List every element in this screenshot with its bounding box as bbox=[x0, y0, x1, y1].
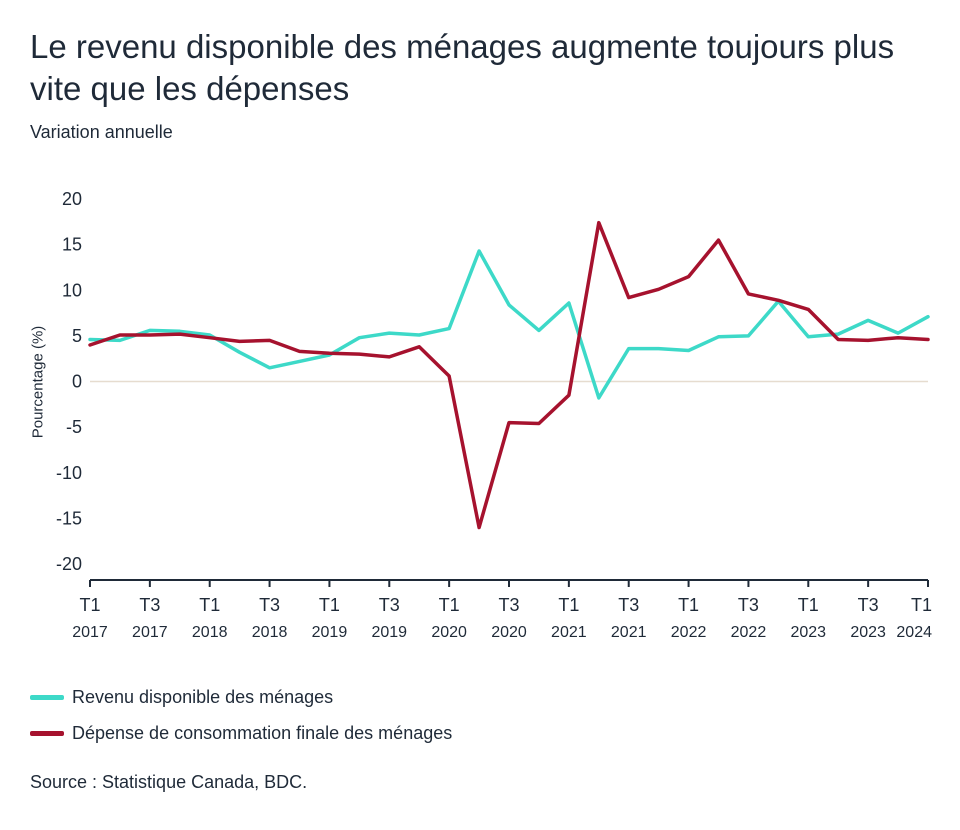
x-tick-label-year: 2021 bbox=[551, 624, 587, 641]
x-tick-label-quarter: T1 bbox=[678, 595, 699, 615]
x-tick-label-year: 2022 bbox=[731, 624, 767, 641]
x-axis: T1 2017 T3 2017 T1 2018 T3 2018 T1 2019 T3 2019 T1 20… bbox=[72, 579, 932, 641]
y-tick-label: 15 bbox=[62, 235, 82, 255]
x-tick-label-year: 2019 bbox=[371, 624, 407, 641]
x-tick-label-quarter: T1 bbox=[199, 595, 220, 615]
source-note: Source : Statistique Canada, BDC. bbox=[30, 772, 308, 792]
y-tick-label: -20 bbox=[56, 554, 82, 574]
x-tick-label-quarter: T1 bbox=[798, 595, 819, 615]
x-tick-label-year: 2017 bbox=[72, 624, 108, 641]
legend-item-depense: Dépense de consommation finale des ménag… bbox=[30, 718, 452, 748]
y-tick-label: 20 bbox=[62, 189, 82, 209]
series-line-revenu bbox=[88, 249, 930, 400]
series-group bbox=[88, 220, 930, 530]
x-tick-label-quarter: T1 bbox=[79, 595, 100, 615]
x-tick-label-year: 2017 bbox=[132, 624, 168, 641]
y-tick-label: 5 bbox=[72, 326, 82, 346]
y-axis-ticks: 20 15 10 5 0 -5 -10 -15 -20 bbox=[56, 189, 82, 574]
chart-subtitle: Variation annuelle bbox=[30, 122, 173, 142]
x-tick-label-year: 2022 bbox=[671, 624, 707, 641]
x-tick-label-quarter: T3 bbox=[498, 595, 519, 615]
legend-swatch-depense bbox=[30, 730, 64, 736]
x-tick-label-quarter: T3 bbox=[139, 595, 160, 615]
y-tick-label: 0 bbox=[72, 372, 82, 392]
x-tick-label-year: 2023 bbox=[790, 624, 826, 641]
legend-swatch-revenu bbox=[30, 694, 64, 700]
x-tick-label-quarter: T3 bbox=[259, 595, 280, 615]
x-tick-label-quarter: T3 bbox=[379, 595, 400, 615]
x-tick-label-quarter: T1 bbox=[439, 595, 460, 615]
x-tick-label-quarter: T3 bbox=[858, 595, 879, 615]
x-tick-label-quarter: T1 bbox=[558, 595, 579, 615]
y-tick-label: 10 bbox=[62, 280, 82, 300]
y-tick-label: -5 bbox=[66, 417, 82, 437]
series-line-depense bbox=[88, 220, 930, 530]
y-tick-label: -15 bbox=[56, 508, 82, 528]
legend-label-depense: Dépense de consommation finale des ménag… bbox=[72, 722, 453, 743]
y-tick-label: -10 bbox=[56, 463, 82, 483]
x-tick-label-year: 2024 bbox=[896, 624, 932, 641]
x-tick-label-year: 2023 bbox=[850, 624, 886, 641]
x-tick-label-year: 2020 bbox=[491, 624, 527, 641]
x-tick-label-quarter: T1 bbox=[319, 595, 340, 615]
x-tick-label-quarter: T1 bbox=[911, 595, 932, 615]
x-tick-label-year: 2019 bbox=[312, 624, 348, 641]
chart-title: Le revenu disponible des ménages augment… bbox=[30, 28, 895, 107]
x-tick-label-quarter: T3 bbox=[618, 595, 639, 615]
x-tick-label-year: 2021 bbox=[611, 624, 647, 641]
legend-label-revenu: Revenu disponible des ménages bbox=[72, 686, 334, 707]
x-tick-label-year: 2018 bbox=[192, 624, 228, 641]
x-tick-label-year: 2018 bbox=[252, 624, 288, 641]
x-tick-label-year: 2020 bbox=[431, 624, 467, 641]
x-tick-label-quarter: T3 bbox=[738, 595, 759, 615]
legend-item-revenu: Revenu disponible des ménages bbox=[30, 682, 452, 712]
legend: Revenu disponible des ménages Dépense de… bbox=[30, 682, 452, 754]
